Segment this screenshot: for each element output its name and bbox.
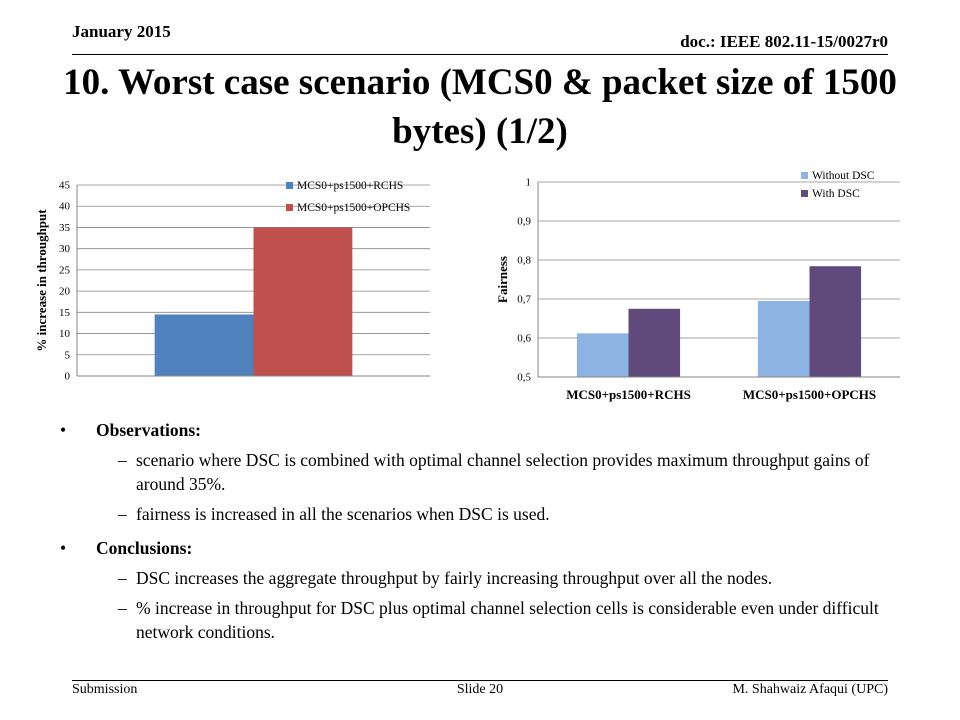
legend-label: MCS0+ps1500+OPCHS — [297, 202, 410, 214]
y-tick-label: 1 — [526, 177, 532, 189]
footer-divider — [72, 680, 888, 681]
bullet-glyph: • — [60, 420, 67, 440]
legend-swatch — [286, 204, 293, 211]
dash-glyph: – — [118, 568, 127, 588]
conclusions-label: Conclusions: — [96, 538, 193, 558]
y-tick-label: 0 — [65, 371, 71, 381]
observation-text: scenario where DSC is combined with opti… — [136, 450, 870, 494]
legend-swatch — [286, 182, 293, 189]
y-tick-label: 15 — [59, 307, 71, 319]
bar — [757, 300, 810, 377]
footer-slide-number: Slide 20 — [456, 682, 504, 697]
bar — [253, 227, 353, 376]
conclusion-item: – % increase in throughput for DSC plus … — [60, 596, 900, 644]
header-divider — [72, 54, 888, 55]
dash-glyph: – — [118, 598, 127, 618]
y-axis-title: Fairness — [495, 256, 510, 303]
bar — [576, 333, 629, 377]
conclusion-text: DSC increases the aggregate throughput b… — [136, 568, 773, 588]
legend-label: Without DSC — [812, 170, 875, 182]
y-tick-label: 0,8 — [517, 255, 531, 267]
y-tick-label: 30 — [59, 243, 71, 255]
y-tick-label: 10 — [59, 328, 71, 340]
y-tick-label: 0,9 — [517, 216, 531, 228]
dash-glyph: – — [118, 504, 127, 524]
bar — [628, 308, 681, 377]
y-tick-label: 40 — [59, 201, 71, 213]
legend-swatch — [801, 172, 808, 179]
y-tick-label: 0,5 — [517, 372, 531, 384]
bar — [809, 266, 862, 377]
y-tick-label: 20 — [59, 286, 71, 298]
x-tick-label: MCS0+ps1500+OPCHS — [743, 387, 876, 402]
footer-submission: Submission — [72, 682, 138, 697]
observations-label: Observations: — [96, 420, 201, 440]
y-tick-label: 0,6 — [517, 333, 531, 345]
observations-bullet: • Observations: — [60, 418, 900, 442]
legend-label: With DSC — [812, 188, 860, 200]
bullet-glyph: • — [60, 538, 67, 558]
y-tick-label: 0,7 — [517, 294, 531, 306]
throughput-chart: 0 5 10 15 20 25 30 35 40 45 % increase in throughp… — [34, 180, 430, 381]
y-tick-label: 5 — [65, 349, 71, 361]
conclusion-item: – DSC increases the aggregate throughput… — [60, 566, 900, 590]
x-tick-label: MCS0+ps1500+RCHS — [566, 387, 691, 402]
y-tick-label: 45 — [59, 180, 71, 192]
dash-glyph: – — [118, 450, 127, 470]
conclusion-text: % increase in throughput for DSC plus op… — [136, 598, 879, 642]
header-date: January 2015 — [72, 22, 171, 41]
footer-author: M. Shahwaiz Afaqui (UPC) — [732, 682, 888, 697]
observation-item: – fairness is increased in all the scena… — [60, 502, 900, 526]
bar — [154, 314, 254, 376]
y-axis-title: % increase in throughput — [34, 209, 49, 352]
observation-text: fairness is increased in all the scenari… — [136, 504, 550, 524]
slide-body: • Observations: – scenario where DSC is … — [60, 414, 900, 644]
y-tick-label: 25 — [59, 264, 71, 276]
observation-item: – scenario where DSC is combined with op… — [60, 448, 900, 496]
y-tick-label: 35 — [59, 222, 71, 234]
header-doc-id: doc.: IEEE 802.11-15/0027r0 — [680, 32, 888, 51]
conclusions-bullet: • Conclusions: — [60, 536, 900, 560]
slide-title: 10. Worst case scenario (MCS0 & packet s… — [63, 62, 897, 152]
legend-label: MCS0+ps1500+RCHS — [297, 180, 403, 192]
fairness-chart: 0,5 0,6 0,7 0,8 0,9 1 Fairness MCS0+ps1500+RCHS… — [495, 170, 900, 402]
legend-swatch — [801, 190, 808, 197]
